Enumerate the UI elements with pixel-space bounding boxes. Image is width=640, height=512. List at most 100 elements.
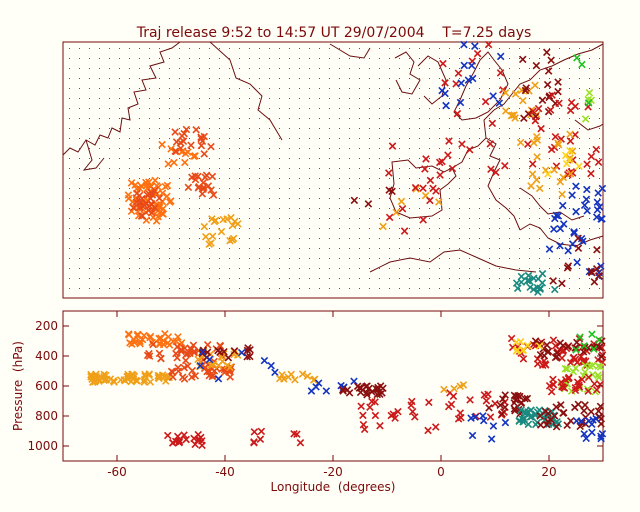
grid-dot bbox=[339, 58, 340, 59]
grid-dot bbox=[149, 88, 150, 89]
trajectory-point bbox=[553, 352, 561, 361]
grid-dot bbox=[419, 138, 420, 139]
grid-dot bbox=[469, 188, 470, 189]
grid-dot bbox=[89, 228, 90, 229]
grid-dot bbox=[289, 108, 290, 109]
grid-dot bbox=[219, 138, 220, 139]
grid-dot bbox=[239, 138, 240, 139]
grid-dot bbox=[359, 218, 360, 219]
grid-dot bbox=[119, 288, 120, 289]
grid-dot bbox=[559, 148, 560, 149]
grid-dot bbox=[449, 48, 450, 49]
grid-dot bbox=[249, 258, 250, 259]
trajectory-point bbox=[536, 285, 544, 294]
grid-dot bbox=[469, 268, 470, 269]
trajectory-point bbox=[594, 373, 603, 382]
trajectory-point bbox=[597, 262, 605, 270]
grid-dot bbox=[319, 88, 320, 89]
grid-dot bbox=[409, 158, 410, 159]
grid-dot bbox=[349, 88, 350, 89]
trajectory-point bbox=[584, 99, 593, 107]
trajectory-point bbox=[153, 182, 161, 190]
trajectory-point bbox=[411, 183, 420, 192]
grid-dot bbox=[499, 188, 500, 189]
grid-dot bbox=[529, 258, 530, 259]
trajectory-point bbox=[573, 338, 581, 347]
grid-dot bbox=[99, 188, 100, 189]
grid-dot bbox=[459, 178, 460, 179]
trajectory-point bbox=[550, 412, 559, 420]
grid-dot bbox=[349, 98, 350, 99]
grid-dot bbox=[329, 78, 330, 79]
grid-dot bbox=[89, 178, 90, 179]
trajectory-point bbox=[585, 88, 594, 97]
grid-dot bbox=[339, 178, 340, 179]
grid-dot bbox=[279, 268, 280, 269]
grid-dot bbox=[519, 188, 520, 189]
grid-dot bbox=[109, 58, 110, 59]
grid-dot bbox=[599, 258, 600, 259]
grid-dot bbox=[549, 48, 550, 49]
grid-dot bbox=[79, 288, 80, 289]
trajectory-point bbox=[359, 411, 367, 420]
grid-dot bbox=[99, 68, 100, 69]
grid-dot bbox=[539, 208, 540, 209]
grid-dot bbox=[129, 158, 130, 159]
grid-dot bbox=[569, 268, 570, 269]
grid-dot bbox=[509, 288, 510, 289]
grid-dot bbox=[299, 48, 300, 49]
trajectory-point bbox=[579, 371, 588, 380]
grid-dot bbox=[249, 168, 250, 169]
grid-dot bbox=[309, 168, 310, 169]
grid-dot bbox=[259, 88, 260, 89]
trajectory-point bbox=[595, 203, 604, 211]
grid-dot bbox=[439, 218, 440, 219]
grid-dot bbox=[109, 98, 110, 99]
x-axis-label: Longitude (degrees) bbox=[271, 480, 396, 494]
grid-dot bbox=[599, 138, 600, 139]
grid-dot bbox=[99, 288, 100, 289]
grid-dot bbox=[289, 78, 290, 79]
grid-dot bbox=[379, 208, 380, 209]
grid-dot bbox=[169, 168, 170, 169]
trajectory-point bbox=[205, 355, 214, 364]
grid-dot bbox=[209, 68, 210, 69]
trajectory-point bbox=[511, 90, 520, 98]
grid-dot bbox=[459, 118, 460, 119]
grid-dot bbox=[429, 248, 430, 249]
grid-dot bbox=[379, 108, 380, 109]
grid-dot bbox=[239, 218, 240, 219]
grid-dot bbox=[529, 48, 530, 49]
grid-dot bbox=[349, 188, 350, 189]
grid-dot bbox=[319, 258, 320, 259]
trajectory-point bbox=[596, 402, 605, 411]
trajectory-point bbox=[492, 168, 500, 177]
grid-dot bbox=[229, 48, 230, 49]
grid-dot bbox=[169, 238, 170, 239]
trajectory-point bbox=[456, 98, 465, 107]
trajectory-point bbox=[167, 145, 175, 153]
grid-dot bbox=[449, 258, 450, 259]
grid-dot bbox=[399, 248, 400, 249]
grid-dot bbox=[149, 48, 150, 49]
grid-dot bbox=[309, 108, 310, 109]
trajectory-point bbox=[564, 262, 573, 270]
grid-dot bbox=[209, 278, 210, 279]
trajectory-point bbox=[181, 158, 189, 167]
grid-dot bbox=[509, 138, 510, 139]
grid-dot bbox=[329, 178, 330, 179]
grid-dot bbox=[579, 128, 580, 129]
grid-dot bbox=[549, 178, 550, 179]
grid-dot bbox=[219, 128, 220, 129]
grid-dot bbox=[419, 128, 420, 129]
grid-dot bbox=[389, 168, 390, 169]
grid-dot bbox=[219, 118, 220, 119]
grid-dot bbox=[469, 208, 470, 209]
trajectory-point bbox=[132, 198, 141, 206]
grid-dot bbox=[329, 168, 330, 169]
grid-dot bbox=[279, 138, 280, 139]
trajectory-point bbox=[201, 173, 210, 182]
grid-dot bbox=[229, 58, 230, 59]
grid-dot bbox=[429, 208, 430, 209]
grid-dot bbox=[179, 278, 180, 279]
